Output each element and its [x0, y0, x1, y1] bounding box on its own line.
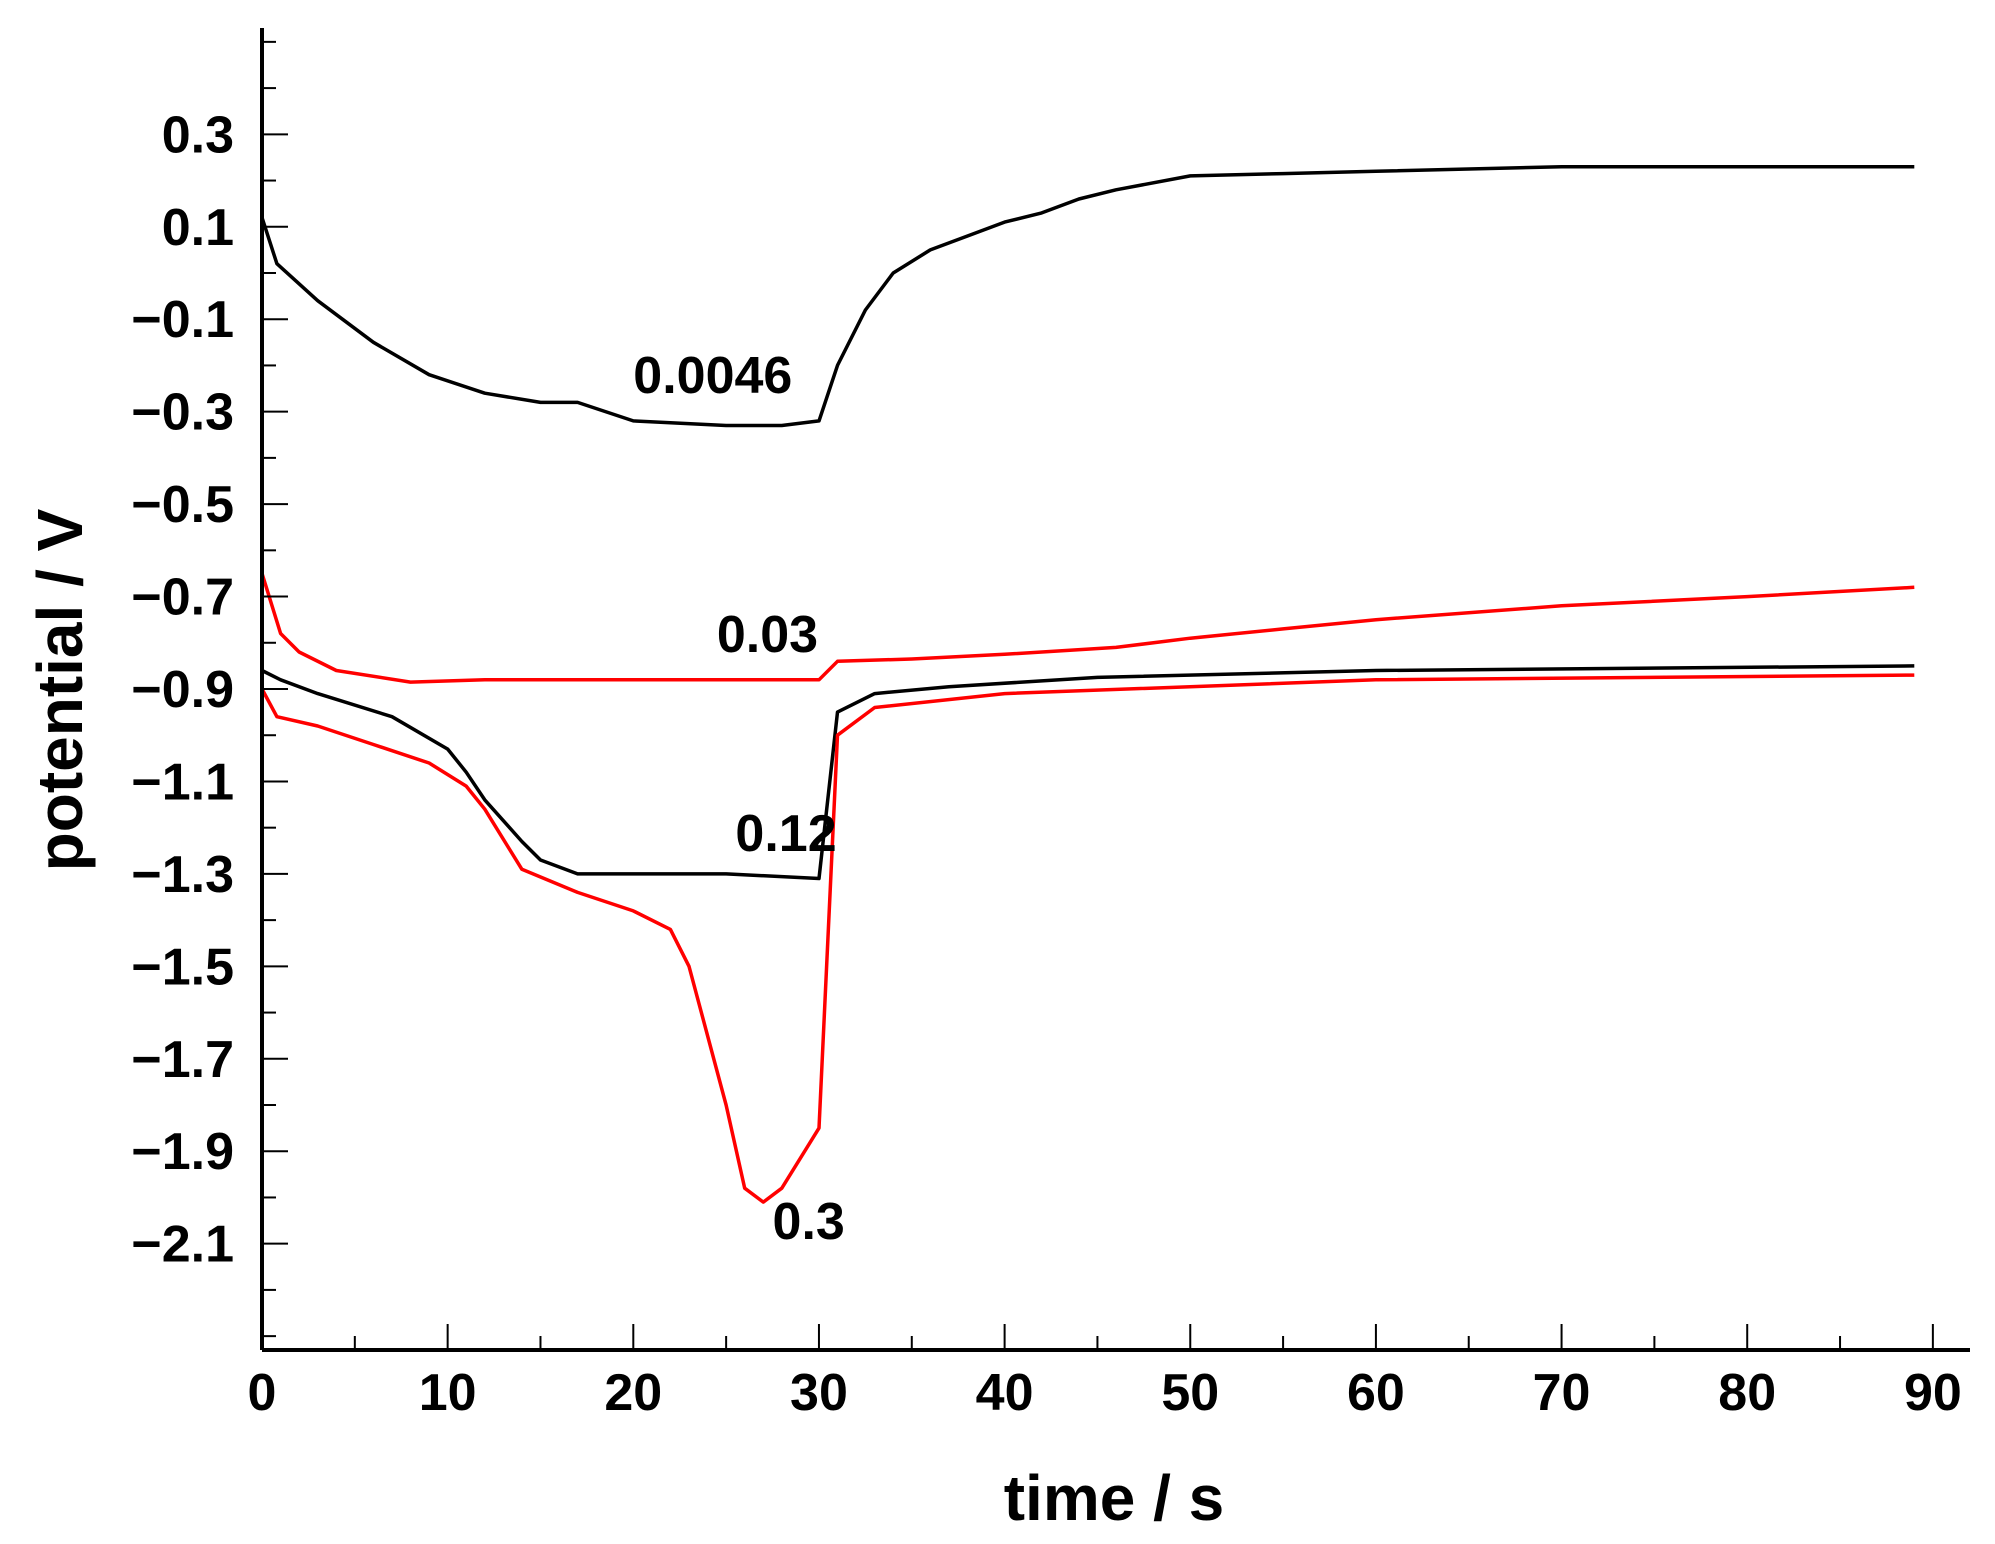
series-line-0.03 [260, 572, 1915, 684]
x-tick-label: 40 [976, 1364, 1034, 1422]
series-label-0.12: 0.12 [735, 805, 836, 863]
y-tick-label: −1.1 [131, 753, 234, 811]
x-tick-label: 60 [1347, 1364, 1405, 1422]
y-tick-label: −1.5 [131, 938, 234, 996]
y-axis-title: potential / V [24, 508, 96, 871]
y-tick-label: −1.9 [131, 1123, 234, 1181]
series-line-0.0046 [260, 164, 1915, 428]
axes: 0.3 0.1 −0.1 −0.3 −0.5 −0.7 −0.9 −1.1 −1.3 −1.5 −1… [131, 28, 1970, 1422]
y-tick-label: 0.1 [162, 199, 234, 257]
x-tick-label: 10 [419, 1364, 477, 1422]
series-line-0.12 [261, 664, 1915, 881]
x-tick-label: 30 [790, 1364, 848, 1422]
y-tick-label: −0.7 [131, 569, 234, 627]
series-labels: 0.0046 0.03 0.12 0.3 [633, 347, 845, 1251]
y-tick-label: −1.3 [131, 846, 234, 904]
x-axis-title: time / s [1004, 1462, 1225, 1534]
series-label-0.3: 0.3 [773, 1193, 845, 1251]
series-line-0.3 [260, 673, 1915, 1204]
y-tick-label: −1.7 [131, 1031, 234, 1089]
y-tick-label: −2.1 [131, 1216, 234, 1274]
x-tick-label: 50 [1161, 1364, 1219, 1422]
x-tick-label: 70 [1533, 1364, 1591, 1422]
x-tick-label: 90 [1904, 1364, 1962, 1422]
series-label-0.03: 0.03 [717, 606, 818, 664]
y-tick-label: −0.3 [131, 384, 234, 442]
y-tick-label: 0.3 [162, 106, 234, 164]
y-tick-label: −0.5 [131, 476, 234, 534]
x-tick-label: 80 [1718, 1364, 1776, 1422]
y-tick-label: −0.1 [131, 291, 234, 349]
y-tick-label: −0.9 [131, 661, 234, 719]
x-tick-label: 20 [604, 1364, 662, 1422]
series-layer [260, 164, 1915, 1204]
series-label-0.0046: 0.0046 [633, 347, 792, 405]
x-tick-label: 0 [248, 1364, 277, 1422]
